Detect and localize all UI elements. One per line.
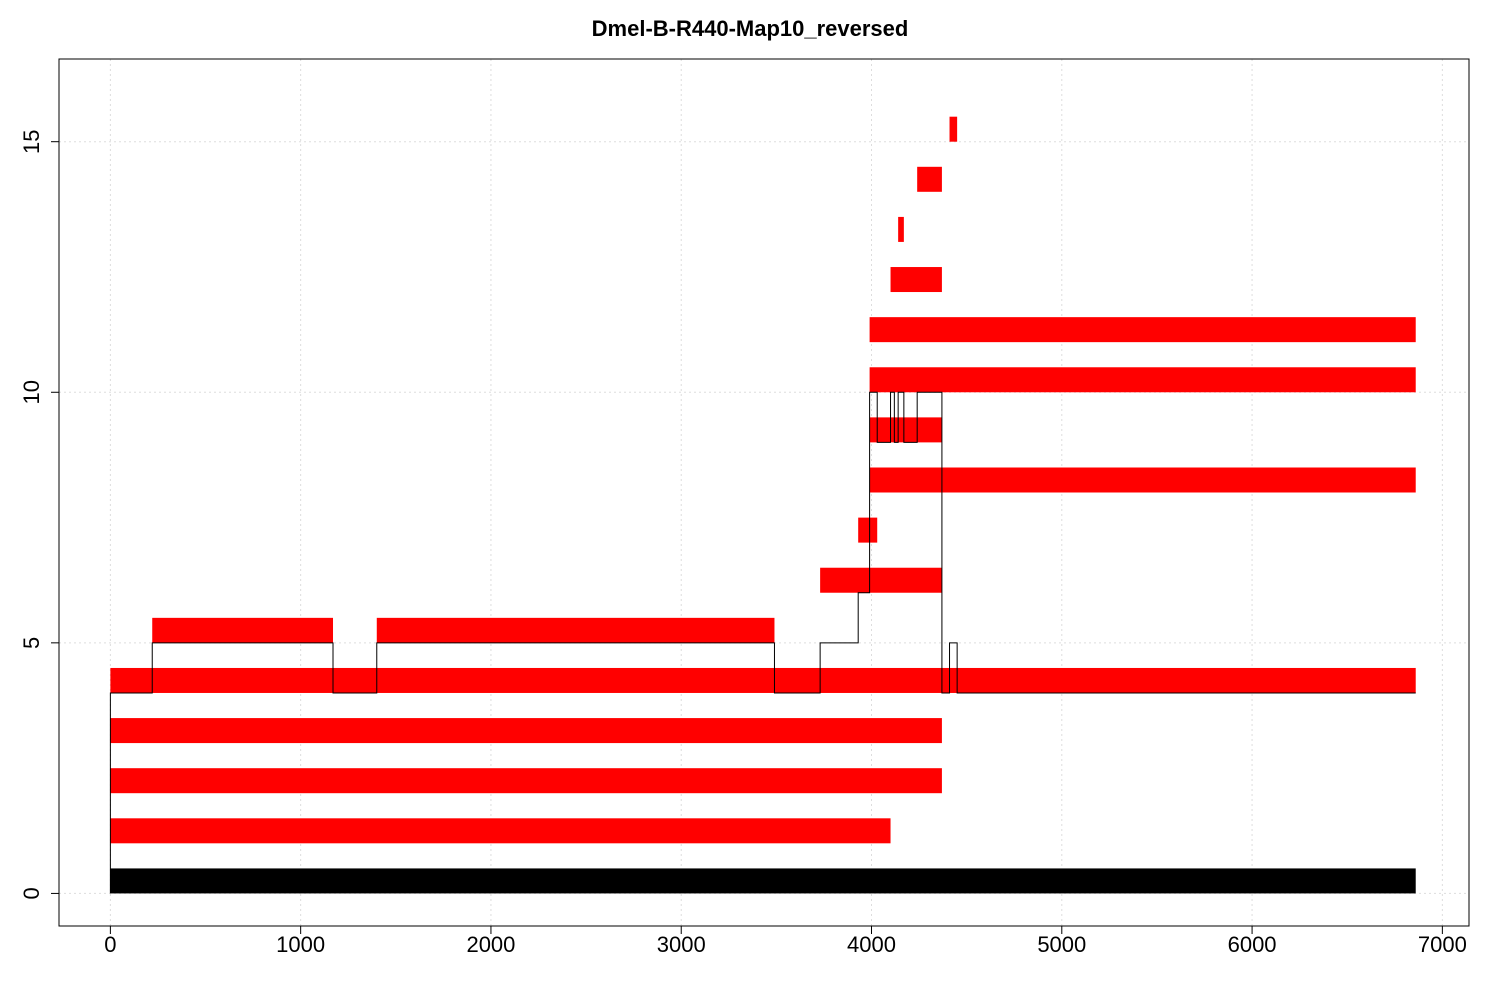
plot-frame <box>58 58 1470 927</box>
x-tick-label: 7000 <box>1418 932 1467 957</box>
chart-title: Dmel-B-R440-Map10_reversed <box>591 16 909 41</box>
y-tick-label: 10 <box>19 380 44 404</box>
x-tick-label: 0 <box>104 932 116 957</box>
y-tick-label: 5 <box>19 637 44 649</box>
connector-line <box>109 391 1416 894</box>
segment-bar-6 <box>820 567 942 593</box>
segment-bar-4 <box>152 617 334 643</box>
x-tick-label: 2000 <box>466 932 515 957</box>
y-tick-label: 0 <box>19 887 44 899</box>
segment-bar-14 <box>917 166 942 192</box>
segment-bar-7 <box>858 517 878 543</box>
reference-bar <box>110 868 1416 894</box>
segment-bar-0 <box>110 818 891 844</box>
x-tick-label: 3000 <box>657 932 706 957</box>
segment-bar-2 <box>110 718 942 744</box>
y-tick-label: 15 <box>19 129 44 153</box>
segment-bar-8 <box>869 467 1416 493</box>
x-tick-label: 1000 <box>276 932 325 957</box>
segment-bar-11 <box>869 317 1416 343</box>
x-tick-label: 4000 <box>847 932 896 957</box>
x-tick-label: 5000 <box>1037 932 1086 957</box>
segment-bar-1 <box>110 768 942 794</box>
segment-bar-15 <box>949 116 958 142</box>
x-tick-label: 6000 <box>1228 932 1277 957</box>
segment-bar-9 <box>869 417 942 443</box>
connector-layer <box>109 391 1416 894</box>
segment-bar-10 <box>869 367 1416 393</box>
segment-bar-3 <box>110 667 1416 693</box>
segment-bar-12 <box>890 267 942 293</box>
segment-bar-5 <box>376 617 775 643</box>
axis-layer: 0 1000 2000 3000 4000 5000 6000 7000 0 5 10 15 <box>19 129 1467 957</box>
segment-bar-13 <box>898 216 904 242</box>
segment-layer <box>110 116 1416 894</box>
